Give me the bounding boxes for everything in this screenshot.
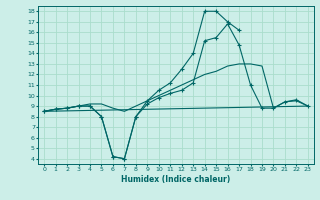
X-axis label: Humidex (Indice chaleur): Humidex (Indice chaleur) [121,175,231,184]
